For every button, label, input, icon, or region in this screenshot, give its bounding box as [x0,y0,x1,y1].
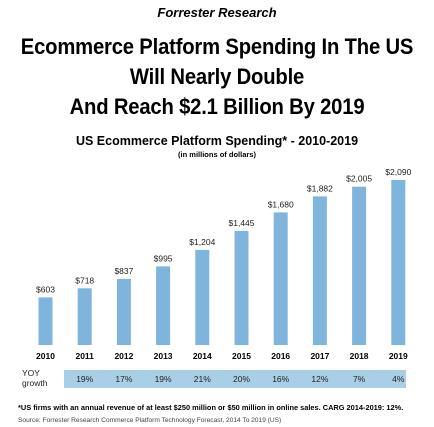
x-tick-2019: 2019 [389,351,408,361]
headline-line-1: Ecommerce Platform Spending In The US [20,34,414,59]
footnote: *US firms with an annual revenue of at l… [18,403,404,412]
bar-2018 [352,186,367,345]
x-tick-2015: 2015 [232,351,251,361]
x-tick-2010: 2010 [36,351,55,361]
value-label-2018: $2,005 [346,174,372,184]
value-label-2013: $995 [154,253,173,263]
x-tick-2012: 2012 [114,351,133,361]
yoy-value-2012: 17% [115,374,132,384]
value-label-2012: $837 [114,266,133,276]
yoy-value-2014: 21% [194,374,211,384]
value-label-2019: $2,090 [385,167,411,177]
bar-2011 [77,288,92,345]
headline-line-2: Will Nearly Double [129,64,305,89]
chart-title: US Ecommerce Platform Spending* - 2010-2… [75,134,359,148]
bar-2012 [116,278,131,345]
x-tick-2011: 2011 [75,351,94,361]
yoy-value-2011: 19% [76,374,93,384]
yoy-growth-label: YOY growth [22,368,48,388]
yoy-value-2018: 7% [353,374,366,384]
x-tick-2016: 2016 [271,351,290,361]
headline-line-3: And Reach $2.1 Billion By 2019 [69,94,365,119]
yoy-value-2016: 16% [272,374,289,384]
value-label-2017: $1,882 [307,183,333,193]
value-label-2014: $1,204 [189,237,215,247]
yoy-value-2013: 19% [155,374,172,384]
bar-2013 [156,266,171,345]
value-label-2011: $718 [75,275,94,285]
yoy-value-2017: 12% [311,374,328,384]
x-tick-2013: 2013 [154,351,173,361]
bar-2010 [38,297,53,345]
chart-subtitle: (in millions of dollars) [178,150,256,159]
yoy-value-2019: 4% [392,374,405,384]
x-tick-2014: 2014 [193,351,212,361]
value-label-2010: $603 [36,284,55,294]
bar-2017 [312,196,327,345]
source-footer: Source: Forrester Research Commerce Plat… [18,417,282,424]
value-label-2015: $1,445 [229,218,255,228]
x-tick-2018: 2018 [350,351,369,361]
bar-2014 [195,249,210,345]
value-label-2016: $1,680 [268,199,294,209]
yoy-growth-band [64,370,406,388]
bar-2016 [273,212,288,345]
bar-2019 [391,180,406,345]
bar-2015 [234,230,249,345]
yoy-value-2015: 20% [233,374,250,384]
source-attribution: Forrester Research [157,5,277,20]
x-tick-2017: 2017 [310,351,329,361]
